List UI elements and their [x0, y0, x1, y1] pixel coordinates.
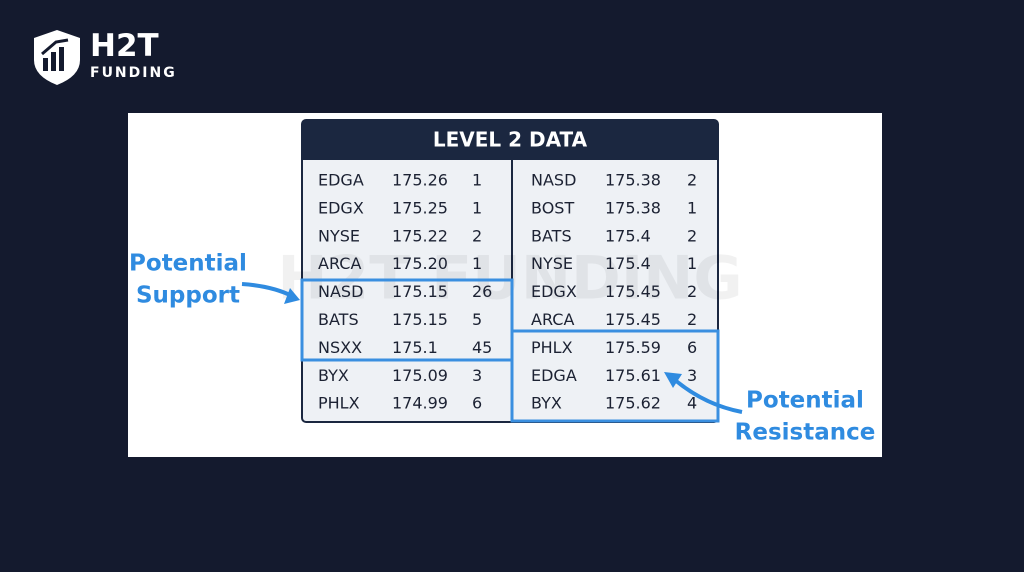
size-cell: 3: [472, 366, 482, 385]
logo-bar: [51, 52, 56, 71]
size-cell: 2: [687, 171, 697, 190]
price-cell: 175.22: [392, 226, 448, 245]
size-cell: 45: [472, 338, 492, 357]
resistance-box: [510, 329, 720, 423]
price-cell: 175.61: [605, 366, 661, 385]
size-cell: 2: [687, 226, 697, 245]
size-cell: 26: [472, 282, 492, 301]
annotation-text: Support: [136, 283, 240, 309]
exchange-cell: BATS: [531, 226, 572, 245]
price-cell: 175.20: [392, 254, 448, 273]
size-cell: 2: [687, 310, 697, 329]
exchange-cell: BOST: [531, 198, 574, 217]
price-cell: 175.45: [605, 310, 661, 329]
logo-arrow: [41, 38, 69, 56]
exchange-cell: ARCA: [531, 310, 574, 329]
price-cell: 175.1: [392, 338, 438, 357]
size-cell: 4: [687, 394, 697, 413]
annotation-text: Potential: [746, 388, 864, 414]
logo-tagline: FUNDING: [90, 65, 177, 81]
table-header: [302, 120, 718, 160]
size-cell: 6: [472, 394, 482, 413]
exchange-cell: BYX: [531, 394, 562, 413]
arrow-head: [284, 288, 300, 304]
price-cell: 175.4: [605, 254, 651, 273]
support-box: [300, 278, 514, 362]
price-cell: 175.25: [392, 198, 448, 217]
exchange-cell: PHLX: [531, 338, 573, 357]
annotation-text: Potential: [129, 251, 247, 277]
price-cell: 175.15: [392, 310, 448, 329]
arrow-head: [664, 372, 682, 388]
exchange-cell: NYSE: [318, 226, 360, 245]
price-cell: 174.99: [392, 394, 448, 413]
size-cell: 1: [472, 254, 482, 273]
exchange-cell: ARCA: [318, 254, 361, 273]
resistance-arrow: [673, 378, 743, 414]
exchange-cell: EDGA: [318, 171, 364, 190]
exchange-cell: EDGA: [531, 366, 577, 385]
exchange-cell: EDGX: [531, 282, 577, 301]
size-cell: 2: [472, 226, 482, 245]
price-cell: 175.09: [392, 366, 448, 385]
exchange-cell: PHLX: [318, 394, 360, 413]
exchange-cell: NSXX: [318, 338, 362, 357]
price-cell: 175.15: [392, 282, 448, 301]
logo-bar: [59, 47, 64, 71]
price-cell: 175.26: [392, 171, 448, 190]
exchange-cell: BATS: [318, 310, 359, 329]
size-cell: 1: [687, 254, 697, 273]
size-cell: 6: [687, 338, 697, 357]
rows: EDGA 175.26 1 EDGX 175.25 1 NYSE 175.22 2 ARCA 175…: [318, 171, 697, 413]
price-cell: 175.4: [605, 226, 651, 245]
annotation-text: Resistance: [735, 420, 876, 446]
logo: H2T FUNDING: [34, 28, 177, 85]
exchange-cell: NASD: [531, 171, 576, 190]
size-cell: 3: [687, 366, 697, 385]
logo-bar: [43, 58, 48, 71]
price-cell: 175.62: [605, 394, 661, 413]
price-cell: 175.38: [605, 171, 661, 190]
logo-shield: [34, 30, 80, 85]
size-cell: 5: [472, 310, 482, 329]
price-cell: 175.38: [605, 198, 661, 217]
exchange-cell: BYX: [318, 366, 349, 385]
price-cell: 175.45: [605, 282, 661, 301]
exchange-cell: NYSE: [531, 254, 573, 273]
exchange-cell: NASD: [318, 282, 363, 301]
price-cell: 175.59: [605, 338, 661, 357]
table-title: LEVEL 2 DATA: [433, 128, 588, 152]
logo-name: H2T: [90, 28, 159, 64]
size-cell: 1: [472, 198, 482, 217]
exchange-cell: EDGX: [318, 198, 364, 217]
size-cell: 1: [687, 198, 697, 217]
size-cell: 1: [472, 171, 482, 190]
size-cell: 2: [687, 282, 697, 301]
